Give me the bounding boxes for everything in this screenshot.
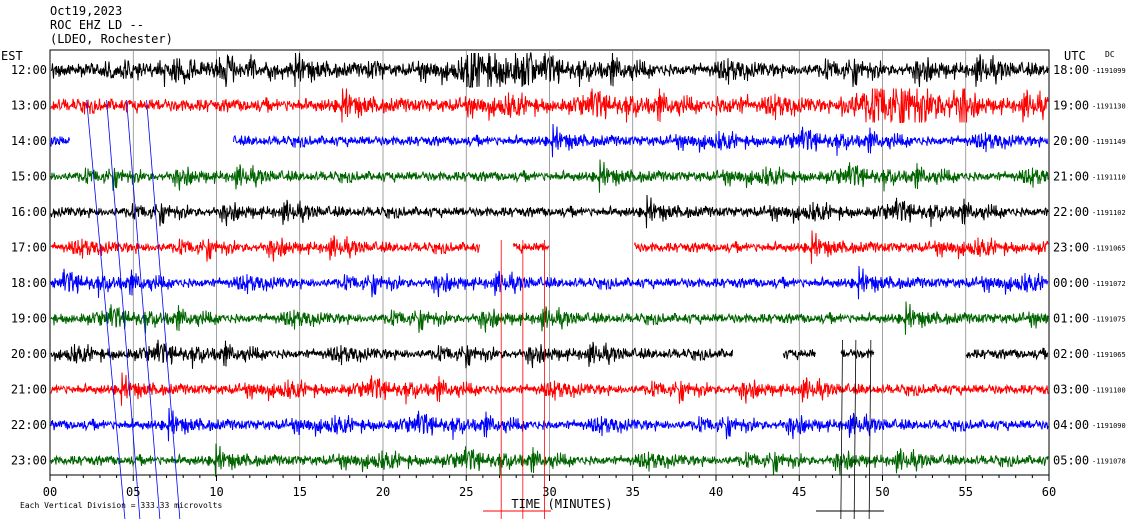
trace-1600 [50,194,1049,229]
trace-1300 [50,88,1049,123]
est-label: 13:00 [11,99,47,113]
x-tick-label: 10 [209,485,223,499]
trace-1500 [50,159,1049,193]
trace-2100 [50,372,1049,406]
station-code: ROC EHZ LD -- [50,18,144,32]
utc-label: 21:00 [1053,170,1089,184]
vertical-division-note: Each Vertical Division = 333.33 microvol… [20,501,222,510]
seismic-traces [50,52,1049,519]
trace-1700 [50,230,1049,264]
utc-label: 19:00 [1053,99,1089,113]
x-tick-label: 40 [709,485,723,499]
utc-label: 23:00 [1053,241,1089,255]
x-tick-label: 05 [126,485,140,499]
grid-lines [49,49,1050,481]
trace-2300 [50,443,1049,477]
est-label: 21:00 [11,383,47,397]
network-name: (LDEO, Rochester) [50,32,173,46]
utc-label: 02:00 [1053,347,1089,361]
dc-value: -1191100 [1092,387,1126,395]
dc-value: -1191090 [1092,422,1126,430]
dc-value: -1191110 [1092,174,1126,182]
utc-label: 22:00 [1053,205,1089,219]
trace-1200 [50,52,1049,88]
dc-value: -1191065 [1092,351,1126,359]
chart-date: Oct19,2023 [50,4,123,18]
utc-label: 18:00 [1053,63,1089,77]
est-label: 22:00 [11,418,47,432]
dc-value: -1191078 [1092,458,1126,466]
dc-value: -1191099 [1092,67,1126,75]
arrival-trace [126,99,161,519]
x-tick-label: 00 [43,485,57,499]
x-tick-label: 45 [792,485,806,499]
est-label: 20:00 [11,347,47,361]
utc-label: 05:00 [1053,454,1089,468]
est-label: 18:00 [11,276,47,290]
arrival-trace [146,99,181,519]
arrival-trace [840,339,843,519]
trace-1800 [50,265,1049,300]
dc-axis-label: DC [1105,50,1115,59]
utc-label: 04:00 [1053,418,1089,432]
est-label: 17:00 [11,241,47,255]
dc-value: -1191149 [1092,138,1126,146]
est-label: 14:00 [11,134,47,148]
trace-1400 [50,123,1049,158]
dc-value: -1191065 [1092,245,1126,253]
dc-value: -1191075 [1092,316,1126,324]
x-tick-label: 60 [1042,485,1056,499]
trace-2000 [50,339,1049,369]
est-label: 12:00 [11,63,47,77]
trace-1900 [50,301,1049,335]
arrival-trace [853,339,857,519]
utc-label: 01:00 [1053,312,1089,326]
dc-value: -1191102 [1092,209,1126,217]
est-label: 19:00 [11,312,47,326]
est-label: 16:00 [11,205,47,219]
dc-value: -1191130 [1092,103,1126,111]
trace-2200 [50,407,1049,442]
utc-label: 20:00 [1053,134,1089,148]
x-tick-label: 50 [875,485,889,499]
x-tick-label: 20 [376,485,390,499]
utc-label: 03:00 [1053,383,1089,397]
arrival-trace [868,339,872,519]
x-tick-label: 35 [626,485,640,499]
est-label: 23:00 [11,454,47,468]
est-label: 15:00 [11,170,47,184]
utc-label: 00:00 [1053,276,1089,290]
x-tick-label: 25 [459,485,473,499]
arrival-trace [86,99,126,519]
chart-header: Oct19,2023 ROC EHZ LD -- (LDEO, Rochester) [50,4,173,46]
arrival-trace [106,99,141,519]
x-axis-title: TIME (MINUTES) [511,497,612,511]
x-tick-label: 30 [542,485,556,499]
x-tick-label: 15 [293,485,307,499]
x-tick-label: 55 [959,485,973,499]
est-axis-label: EST [1,49,23,63]
dc-value: -1191072 [1092,280,1126,288]
utc-axis-label: UTC [1064,49,1086,63]
